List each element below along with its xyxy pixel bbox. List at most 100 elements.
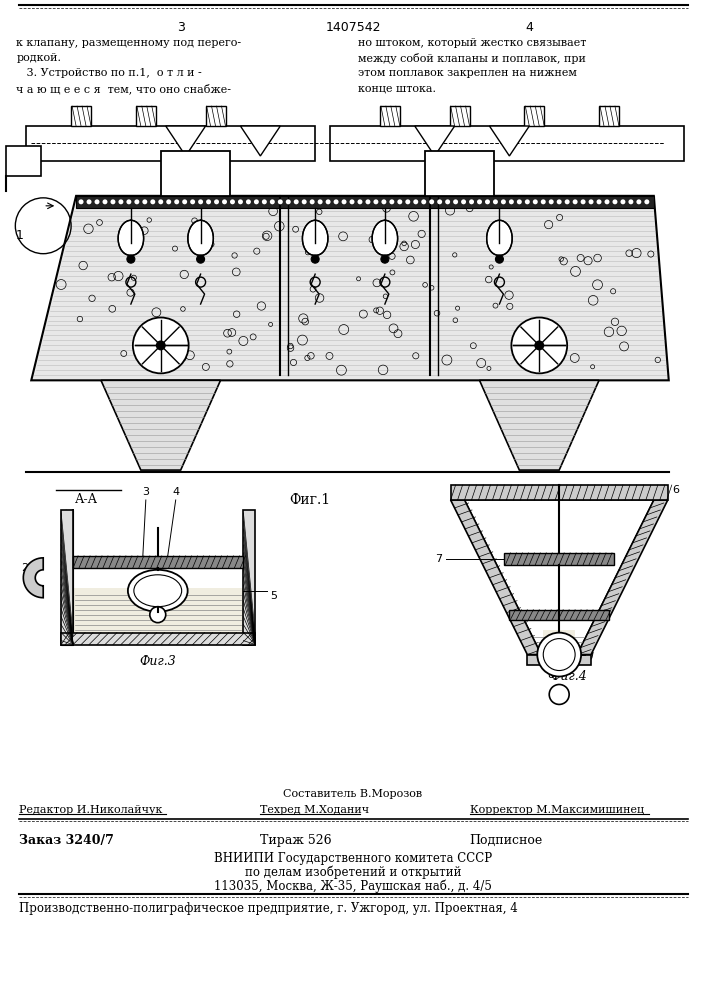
Circle shape <box>206 199 211 204</box>
Circle shape <box>437 199 442 204</box>
Circle shape <box>150 607 165 623</box>
Circle shape <box>230 199 235 204</box>
Polygon shape <box>165 126 206 156</box>
Circle shape <box>537 633 581 677</box>
Bar <box>76 196 654 208</box>
Text: по делам изобретений и открытий: по делам изобретений и открытий <box>245 866 461 879</box>
Bar <box>26 126 315 161</box>
Text: к клапану, размещенному под перего-: к клапану, размещенному под перего- <box>16 38 242 48</box>
Circle shape <box>629 199 633 204</box>
Circle shape <box>493 199 498 204</box>
Text: Техред М.Ходанич: Техред М.Ходанич <box>260 805 370 815</box>
Polygon shape <box>240 126 280 156</box>
Circle shape <box>597 199 602 204</box>
Polygon shape <box>372 220 397 255</box>
Bar <box>6 146 41 176</box>
Bar <box>61 510 73 645</box>
Circle shape <box>86 199 91 204</box>
Text: 5: 5 <box>270 591 277 601</box>
Circle shape <box>534 340 544 350</box>
Circle shape <box>238 199 243 204</box>
Circle shape <box>414 199 419 204</box>
Circle shape <box>604 199 609 204</box>
Circle shape <box>373 199 378 204</box>
Text: Фиг.4: Фиг.4 <box>551 670 588 683</box>
Circle shape <box>142 199 147 204</box>
Bar <box>206 106 226 126</box>
Circle shape <box>103 199 107 204</box>
Circle shape <box>533 199 538 204</box>
Circle shape <box>501 199 506 204</box>
Circle shape <box>278 199 283 204</box>
Polygon shape <box>577 500 667 655</box>
Circle shape <box>397 199 402 204</box>
Circle shape <box>270 199 275 204</box>
Bar <box>61 633 255 645</box>
Circle shape <box>302 199 307 204</box>
Text: 2: 2 <box>21 563 28 573</box>
Circle shape <box>612 199 617 204</box>
Circle shape <box>158 199 163 204</box>
Circle shape <box>222 199 227 204</box>
Text: 113035, Москва, Ж-35, Раушская наб., д. 4/5: 113035, Москва, Ж-35, Раушская наб., д. … <box>214 880 492 893</box>
Circle shape <box>127 255 135 263</box>
Circle shape <box>461 199 466 204</box>
Circle shape <box>151 199 156 204</box>
Circle shape <box>573 199 578 204</box>
Bar <box>243 510 255 645</box>
Circle shape <box>588 199 594 204</box>
Circle shape <box>580 199 585 204</box>
Circle shape <box>134 199 139 204</box>
Bar <box>509 610 609 620</box>
Circle shape <box>341 199 346 204</box>
Polygon shape <box>486 220 512 255</box>
Text: Фиг.1: Фиг.1 <box>290 493 331 507</box>
Circle shape <box>636 199 641 204</box>
Circle shape <box>621 199 626 204</box>
Circle shape <box>366 199 370 204</box>
Polygon shape <box>188 220 214 255</box>
Polygon shape <box>31 196 669 380</box>
Text: между собой клапаны и поплавок, при: между собой клапаны и поплавок, при <box>358 53 586 64</box>
Circle shape <box>133 318 189 373</box>
Text: Составитель В.Морозов: Составитель В.Морозов <box>284 789 423 799</box>
Bar <box>599 106 619 126</box>
Bar <box>380 106 400 126</box>
Bar <box>525 106 544 126</box>
Bar <box>527 655 591 665</box>
Circle shape <box>477 199 482 204</box>
Text: конце штока.: конце штока. <box>358 83 436 93</box>
Bar <box>543 630 575 655</box>
Polygon shape <box>450 500 542 655</box>
Circle shape <box>390 199 395 204</box>
Circle shape <box>311 255 319 263</box>
Text: Заказ 3240/7: Заказ 3240/7 <box>19 834 115 847</box>
Text: Подписное: Подписное <box>469 834 543 847</box>
Circle shape <box>349 199 354 204</box>
Polygon shape <box>303 220 328 255</box>
Circle shape <box>511 318 567 373</box>
Circle shape <box>421 199 426 204</box>
Text: Фиг.3: Фиг.3 <box>139 655 176 668</box>
Text: Производственно-полиграфическое предприятие, г. Ужгород, ул. Проектная, 4: Производственно-полиграфическое предприя… <box>19 902 518 915</box>
Circle shape <box>429 199 434 204</box>
Circle shape <box>286 199 291 204</box>
Circle shape <box>517 199 522 204</box>
Text: 1: 1 <box>16 229 23 242</box>
Circle shape <box>95 199 100 204</box>
Polygon shape <box>101 380 221 470</box>
Circle shape <box>182 199 187 204</box>
Bar <box>136 106 156 126</box>
Circle shape <box>310 199 315 204</box>
Circle shape <box>127 199 132 204</box>
Circle shape <box>334 199 339 204</box>
Bar <box>450 485 667 500</box>
Bar <box>450 106 469 126</box>
Text: 4: 4 <box>525 21 533 34</box>
Text: 1407542: 1407542 <box>325 21 381 34</box>
Text: 7: 7 <box>436 554 443 564</box>
Circle shape <box>156 340 165 350</box>
Polygon shape <box>23 558 43 598</box>
Circle shape <box>293 199 299 204</box>
Circle shape <box>119 199 124 204</box>
